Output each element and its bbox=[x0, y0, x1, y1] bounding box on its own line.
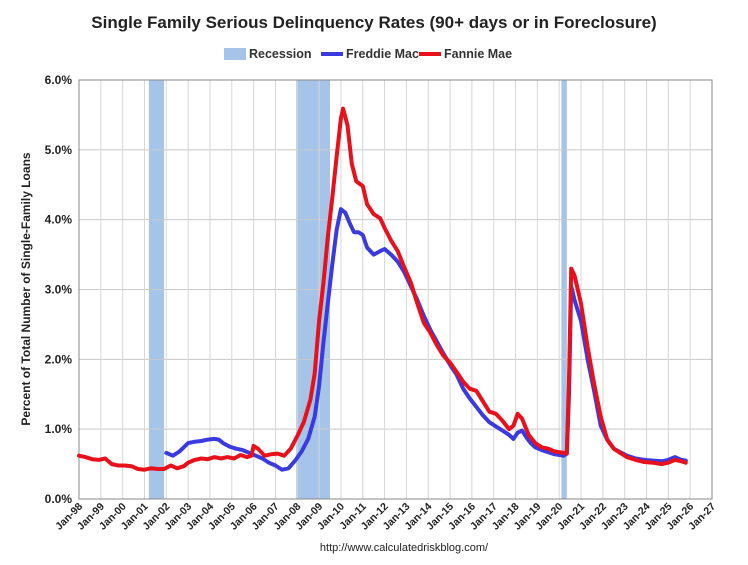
series-lines bbox=[77, 106, 688, 472]
y-axis-ticks: 0.0% 1.0% 2.0% 3.0% 4.0% 5.0% 6.0% bbox=[45, 73, 73, 506]
y-tick-label: 1.0% bbox=[45, 422, 73, 436]
legend-label: Freddie Mac bbox=[346, 47, 419, 61]
legend-label: Fannie Mae bbox=[444, 47, 512, 61]
y-tick-label: 4.0% bbox=[45, 213, 73, 227]
chart-legend: Recession Freddie Mac Fannie Mae bbox=[224, 47, 512, 61]
y-tick-label: 0.0% bbox=[45, 492, 73, 506]
y-tick-label: 6.0% bbox=[45, 73, 73, 87]
chart-title: Single Family Serious Delinquency Rates … bbox=[91, 13, 656, 32]
y-tick-label: 5.0% bbox=[45, 143, 73, 157]
plot-frame bbox=[78, 79, 713, 500]
y-tick-label: 3.0% bbox=[45, 283, 73, 297]
plot-area bbox=[77, 79, 713, 500]
y-axis-title: Percent of Total Number of Single-Family… bbox=[19, 152, 33, 425]
fannie-mae-series-line bbox=[77, 106, 688, 472]
legend-label: Recession bbox=[249, 47, 312, 61]
source-url: http://www.calculatedriskblog.com/ bbox=[320, 542, 489, 554]
legend-recession-swatch bbox=[224, 48, 246, 60]
y-tick-label: 2.0% bbox=[45, 352, 73, 366]
